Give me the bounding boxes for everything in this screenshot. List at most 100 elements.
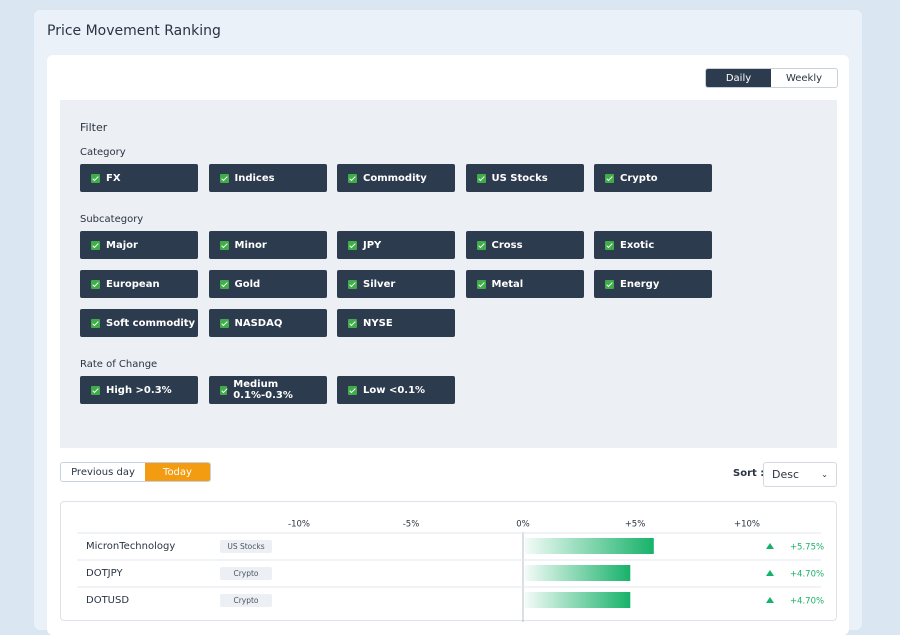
filter-chip[interactable]: Indices [208, 164, 327, 192]
checkbox[interactable] [219, 173, 229, 183]
filter-chip[interactable]: Exotic [594, 231, 712, 259]
x-tick-label: +5% [625, 520, 646, 530]
chip-label: Indices [234, 172, 275, 184]
filter-chip[interactable]: Major [80, 231, 198, 259]
up-arrow [766, 570, 774, 576]
filter-chip[interactable]: European [80, 270, 198, 298]
sort-select[interactable]: Desc ⌄ [763, 462, 837, 487]
chip-label: Crypto [620, 172, 658, 184]
filter-chip[interactable]: Medium 0.1%-0.3% [208, 376, 327, 404]
row-name: DOTUSD [86, 595, 129, 606]
checkbox[interactable] [219, 385, 228, 395]
checkbox[interactable] [348, 240, 357, 250]
filter-chip[interactable]: Metal [465, 270, 584, 298]
filter-chip[interactable]: High >0.3% [80, 376, 198, 404]
ranking-chart: -10% -5% 0% +5% +10% MicronTechnology US Stock… [77, 520, 824, 622]
chip-label: US Stocks [491, 172, 548, 184]
chip-label: Metal [491, 278, 524, 290]
sort-label: Sort : [733, 468, 765, 479]
chip-label: Low <0.1% [363, 384, 426, 396]
chip-label: NASDAQ [234, 317, 283, 329]
checkbox[interactable] [348, 279, 357, 289]
group-label: Rate of Change [80, 359, 158, 370]
filter-chip[interactable]: JPY [337, 231, 455, 259]
filter-chip[interactable]: FX [80, 164, 198, 192]
filter-chip[interactable]: Gold [208, 270, 327, 298]
x-tick-label: +10% [734, 520, 760, 530]
chip-group: FX Indices Commodity US Stocks Crypto [80, 164, 730, 192]
checkbox[interactable] [91, 279, 100, 289]
filter-chip[interactable]: Crypto [594, 164, 712, 192]
chip-label: Medium 0.1%-0.3% [233, 379, 293, 401]
row-value: +4.70% [790, 597, 824, 607]
bar [525, 565, 631, 581]
x-tick-label: -10% [288, 520, 310, 530]
filter-chip[interactable]: Silver [337, 270, 455, 298]
filter-panel: Filter Category FX Indices Commodity US Stoc… [60, 100, 837, 448]
filter-chip[interactable]: NASDAQ [208, 309, 327, 337]
filter-chip[interactable]: US Stocks [465, 164, 584, 192]
row-name: DOTJPY [86, 568, 123, 579]
row-tag: US Stocks [227, 542, 264, 551]
toggle-option[interactable]: Daily [706, 69, 771, 87]
up-arrow [766, 543, 774, 549]
period-toggle: Daily Weekly [705, 68, 838, 88]
chip-label: NYSE [363, 317, 393, 329]
chip-group: High >0.3% Medium 0.1%-0.3% Low <0.1% [80, 376, 730, 404]
filter-chip[interactable]: Low <0.1% [337, 376, 455, 404]
checkbox[interactable] [476, 173, 486, 183]
group-label: Category [80, 147, 126, 158]
checkbox[interactable] [91, 240, 100, 250]
filter-chip[interactable]: Commodity [337, 164, 455, 192]
chip-label: Silver [363, 278, 396, 290]
toggle-option[interactable]: Today [145, 463, 210, 481]
checkbox[interactable] [219, 240, 229, 250]
checkbox[interactable] [91, 318, 100, 328]
tag-bg [220, 540, 272, 553]
checkbox[interactable] [605, 279, 614, 289]
chip-label: Soft commodity [106, 317, 196, 329]
row-name: MicronTechnology [86, 541, 175, 552]
group-label: Subcategory [80, 214, 144, 225]
checkbox[interactable] [476, 279, 486, 289]
day-toggle: Previous day Today [60, 462, 211, 482]
checkbox[interactable] [219, 279, 229, 289]
chip-label: High >0.3% [106, 384, 172, 396]
chip-label: Exotic [620, 239, 655, 251]
caret: ⌄ [821, 470, 828, 479]
checkbox[interactable] [219, 318, 229, 328]
checkbox[interactable] [91, 385, 100, 395]
x-tick-label: 0% [516, 520, 530, 530]
checkbox[interactable] [348, 385, 357, 395]
filter-chip[interactable]: Soft commodity [80, 309, 198, 337]
row-tag: Crypto [233, 596, 258, 605]
checkbox[interactable] [605, 240, 614, 250]
toggle-option[interactable]: Weekly [785, 72, 823, 84]
x-tick-label: -5% [403, 520, 420, 530]
up-arrow [766, 597, 774, 603]
filter-chip[interactable]: NYSE [337, 309, 455, 337]
checkbox[interactable] [348, 173, 357, 183]
row-value: +4.70% [790, 570, 824, 580]
chip-label: Minor [234, 239, 267, 251]
bar [525, 592, 631, 608]
checkbox[interactable] [476, 240, 486, 250]
row-value: +5.75% [790, 543, 824, 553]
toggle-option[interactable]: Previous day [71, 466, 135, 478]
bar [525, 538, 654, 554]
chip-group: Major Minor JPY Cross Exotic European Gold Silv… [80, 231, 730, 337]
row-tag: Crypto [233, 569, 258, 578]
filter-title: Filter [80, 121, 108, 134]
chip-label: European [106, 278, 160, 290]
filter-chip[interactable]: Cross [465, 231, 584, 259]
filter-chip[interactable]: Minor [208, 231, 327, 259]
ranking-table: -10% -5% 0% +5% +10% MicronTechnology US Stock… [60, 501, 837, 622]
checkbox[interactable] [348, 318, 357, 328]
checkbox[interactable] [91, 173, 100, 183]
checkbox[interactable] [605, 173, 614, 183]
chip-label: JPY [363, 239, 382, 251]
tag-bg [220, 567, 272, 580]
filter-chip[interactable]: Energy [594, 270, 712, 298]
chip-label: Cross [491, 239, 523, 251]
chip-label: Major [106, 239, 138, 251]
